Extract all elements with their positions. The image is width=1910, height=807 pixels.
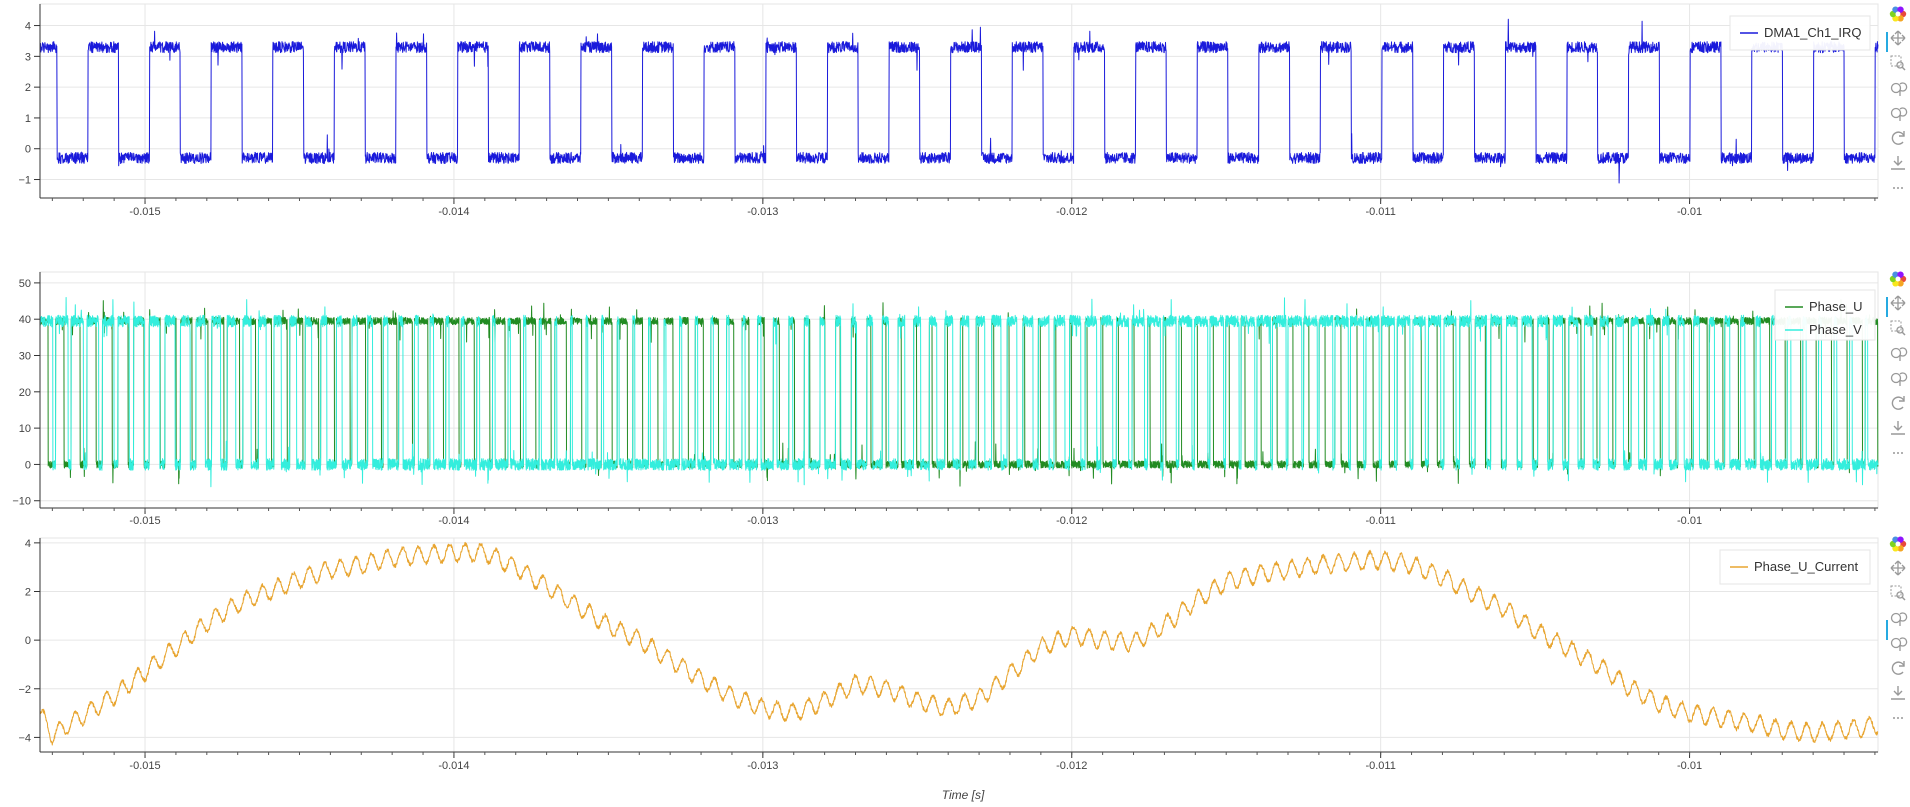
y-tick-label: 40 — [19, 314, 31, 326]
x-tick-label: -0.01 — [1677, 515, 1702, 527]
x-tick-label: -0.012 — [1056, 760, 1087, 772]
x-tick-label: -0.011 — [1365, 760, 1395, 772]
active-tool-indicator — [1886, 297, 1888, 317]
x-tick-label: -0.012 — [1056, 206, 1087, 218]
bokeh-logo-icon[interactable] — [1889, 536, 1907, 552]
y-tick-label: 4 — [25, 21, 31, 33]
y-tick-label: 4 — [25, 538, 31, 550]
series-line-dma1-ch1-irq — [39, 18, 1879, 184]
wheel-zoom-x-icon[interactable] — [1888, 343, 1908, 363]
y-tick-label: −1 — [18, 175, 31, 187]
legend[interactable]: Phase_U Phase_V — [1774, 289, 1876, 341]
x-tick-label: -0.013 — [747, 515, 778, 527]
x-tick-label: -0.012 — [1056, 515, 1087, 527]
plot-toolbar — [1886, 6, 1908, 198]
save-icon[interactable] — [1888, 418, 1908, 438]
legend-label: DMA1_Ch1_IRQ — [1764, 25, 1862, 40]
wheel-zoom-y-icon[interactable] — [1888, 103, 1908, 123]
y-tick-label: 2 — [25, 587, 31, 599]
y-tick-label: −4 — [18, 732, 31, 744]
phase-voltage-panel[interactable]: -0.015 -0.014 -0.013 -0.012 -0.011 -0.01 −10 0 1… — [12, 271, 1879, 527]
y-tick-label: 0 — [25, 635, 31, 647]
x-tick-label: -0.01 — [1677, 760, 1702, 772]
save-icon[interactable] — [1888, 153, 1908, 173]
legend[interactable]: DMA1_Ch1_IRQ — [1729, 15, 1871, 51]
y-tick-label: 30 — [19, 351, 31, 363]
active-tool-indicator — [1886, 32, 1888, 52]
y-tick-label: 2 — [25, 82, 31, 94]
pan-icon[interactable] — [1888, 28, 1908, 48]
pan-icon[interactable] — [1888, 558, 1908, 578]
irq-panel[interactable]: -0.015 -0.014 -0.013 -0.012 -0.011 -0.01 −1 0 1 2… — [18, 3, 1879, 218]
y-tick-label: 3 — [25, 51, 31, 63]
legend-label: Phase_V — [1809, 322, 1862, 337]
box-zoom-icon[interactable] — [1888, 583, 1908, 603]
plot-toolbar — [1886, 271, 1908, 463]
reset-icon[interactable] — [1888, 393, 1908, 413]
x-tick-label: -0.014 — [438, 515, 469, 527]
legend-label: Phase_U_Current — [1754, 559, 1858, 574]
save-icon[interactable] — [1888, 683, 1908, 703]
pan-icon[interactable] — [1888, 293, 1908, 313]
active-tool-indicator — [1886, 620, 1888, 640]
wheel-zoom-x-icon[interactable] — [1888, 78, 1908, 98]
y-tick-label: 1 — [25, 113, 31, 125]
plot-toolbar — [1886, 536, 1908, 728]
x-tick-label: -0.011 — [1365, 206, 1395, 218]
reset-icon[interactable] — [1888, 128, 1908, 148]
series-line-phase-v — [39, 297, 1879, 488]
x-tick-label: -0.014 — [438, 206, 469, 218]
x-tick-label: -0.011 — [1365, 515, 1395, 527]
y-tick-label: 0 — [25, 459, 31, 471]
reset-icon[interactable] — [1888, 658, 1908, 678]
y-tick-label: −10 — [12, 496, 31, 508]
x-tick-label: -0.013 — [747, 760, 778, 772]
toolbars — [1886, 6, 1908, 728]
x-tick-label: -0.014 — [438, 760, 469, 772]
bokeh-logo-icon[interactable] — [1889, 271, 1907, 287]
y-tick-label: −2 — [18, 684, 31, 696]
more-icon[interactable] — [1888, 708, 1908, 728]
more-icon[interactable] — [1888, 443, 1908, 463]
x-tick-label: -0.013 — [747, 206, 778, 218]
x-axis-title: Time [s] — [942, 788, 985, 802]
box-zoom-icon[interactable] — [1888, 318, 1908, 338]
legend[interactable]: Phase_U_Current — [1719, 549, 1871, 585]
plot-area[interactable] — [39, 3, 1879, 199]
x-tick-label: -0.015 — [129, 515, 160, 527]
x-tick-label: -0.015 — [129, 760, 160, 772]
wheel-zoom-y-icon[interactable] — [1888, 633, 1908, 653]
series-line-phase-u-current — [39, 541, 1879, 746]
y-tick-label: 20 — [19, 387, 31, 399]
plot-area[interactable] — [39, 537, 1879, 753]
box-zoom-icon[interactable] — [1888, 53, 1908, 73]
phase-current-panel[interactable]: -0.015 -0.014 -0.013 -0.012 -0.011 -0.01 −4 −2 0… — [18, 537, 1879, 772]
legend-label: Phase_U — [1809, 299, 1862, 314]
x-tick-label: -0.01 — [1677, 206, 1702, 218]
y-tick-label: 10 — [19, 423, 31, 435]
more-icon[interactable] — [1888, 178, 1908, 198]
bokeh-logo-icon[interactable] — [1889, 6, 1907, 22]
wheel-zoom-x-icon[interactable] — [1888, 608, 1908, 628]
x-tick-label: -0.015 — [129, 206, 160, 218]
legend-box — [1774, 289, 1876, 341]
y-tick-label: 0 — [25, 144, 31, 156]
y-tick-label: 50 — [19, 278, 31, 290]
wheel-zoom-y-icon[interactable] — [1888, 368, 1908, 388]
